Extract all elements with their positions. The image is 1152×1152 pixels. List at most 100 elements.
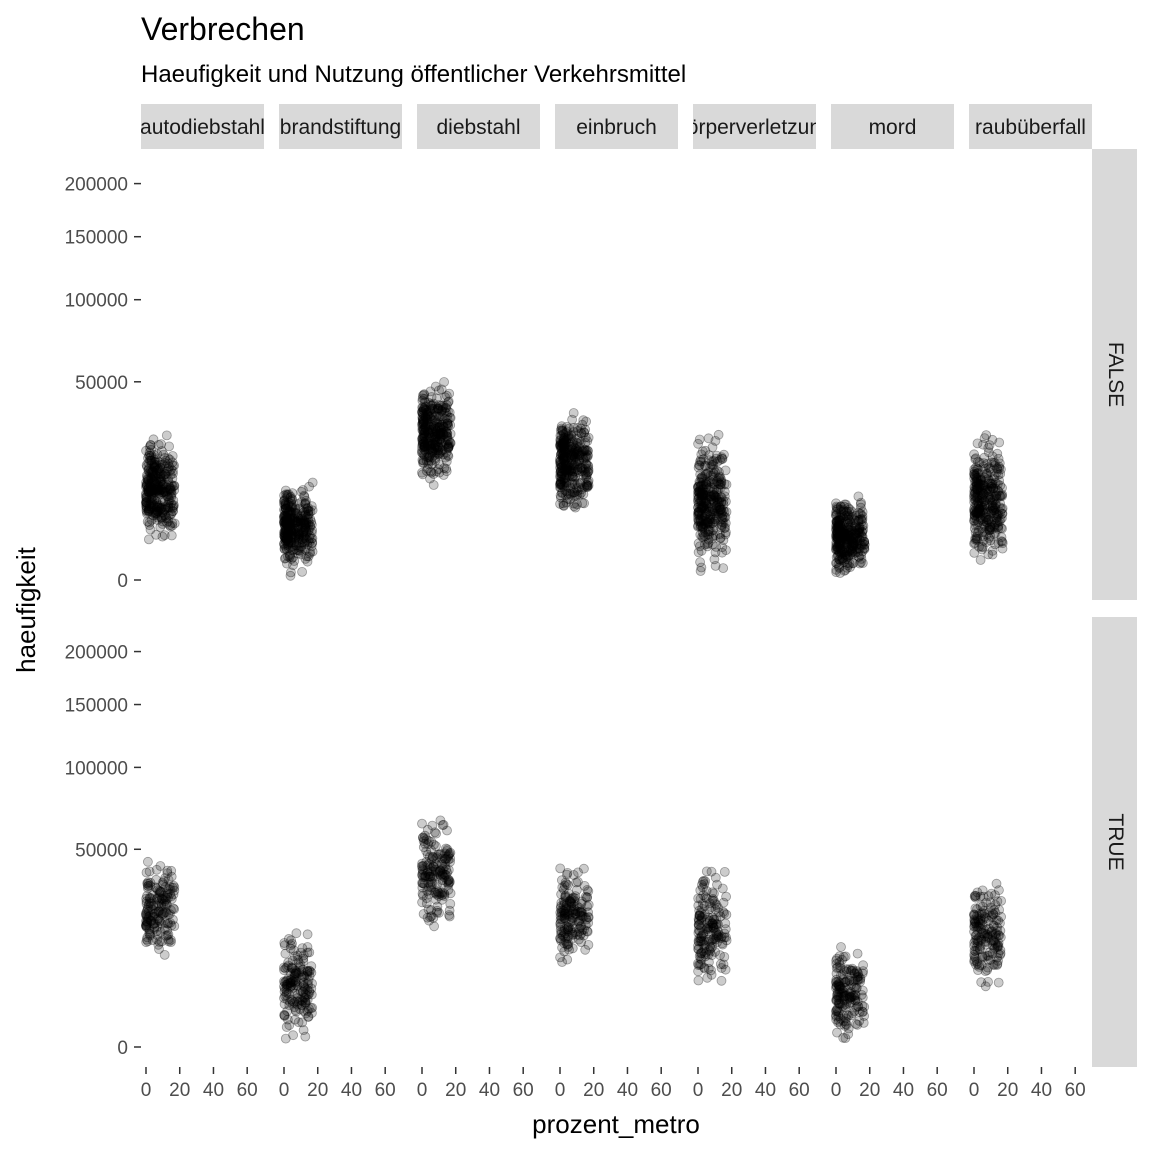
data-point [295,517,306,528]
data-point [715,454,725,465]
data-point [297,513,308,524]
data-point [558,426,568,437]
data-point [142,472,153,482]
data-point [153,485,163,496]
data-point [155,469,166,480]
data-point [279,1011,290,1021]
data-point [146,515,157,525]
data-point [160,501,171,512]
data-point [419,450,430,461]
data-point [563,938,574,949]
data-point [285,542,296,553]
data-point [694,485,705,496]
data-point [151,508,162,518]
chart-title: Verbrechen [141,11,305,47]
data-point [417,414,428,425]
data-point [417,434,428,444]
data-point [977,885,988,896]
data-point [292,528,303,539]
data-point [435,447,446,458]
data-point [432,442,443,453]
data-point [155,522,166,532]
data-point [286,507,297,518]
data-point [439,406,450,417]
data-point [432,437,443,447]
data-point [445,412,456,423]
data-point [141,482,151,492]
data-point [281,513,292,524]
data-point [299,506,310,517]
data-point [710,561,721,571]
x-tick-label: 20 [445,1080,466,1101]
data-point [994,905,1004,915]
data-point [281,517,292,528]
data-point [146,492,157,503]
data-point [282,514,292,525]
data-point [569,487,580,498]
data-point [295,517,306,528]
data-point [426,430,437,441]
data-point [441,466,452,477]
data-point [425,386,436,397]
data-point [429,404,440,415]
data-point [299,518,310,529]
data-point [169,518,180,529]
data-point [435,421,445,432]
data-point [164,520,175,530]
data-point [282,530,293,541]
data-point [147,486,158,497]
data-point [166,485,177,496]
data-point [297,537,308,548]
data-point [293,533,304,544]
data-point [154,502,165,513]
points-diebstahl-false [417,377,456,490]
data-point [432,404,443,415]
data-point [419,403,429,414]
data-point [146,450,157,461]
data-point [426,400,437,411]
data-point [444,388,455,399]
data-point [290,531,301,542]
data-point [157,516,168,527]
data-point [439,889,450,900]
data-point [434,422,445,433]
data-point [431,393,442,404]
data-point [290,508,301,519]
data-point [305,520,315,531]
data-point [844,988,855,999]
data-point [281,558,292,569]
data-point [556,421,567,432]
data-point [284,518,295,529]
data-point [568,450,578,461]
data-point [286,498,297,509]
data-point [424,452,435,463]
data-point [297,522,308,533]
data-point [286,495,297,506]
data-point [156,503,167,514]
data-point [417,439,428,450]
data-point [419,444,430,455]
data-point [433,436,444,447]
data-point [162,491,173,502]
data-point [283,538,293,549]
data-point [286,525,297,535]
y-tick-label: 150000 [65,696,128,717]
data-point [559,435,570,446]
data-point [438,470,449,480]
data-point [576,899,587,909]
data-point [279,499,289,509]
facet-strip-label: autodiebstahl [140,116,265,139]
data-point [580,424,591,435]
data-point [427,403,437,414]
data-point [418,416,428,427]
data-point [561,486,572,497]
data-point [163,480,174,491]
data-point [169,460,180,471]
data-point [840,551,851,562]
data-point [287,541,298,552]
data-point [425,413,436,424]
data-point [698,890,709,900]
data-point [149,495,160,506]
data-point [559,880,570,891]
data-point [289,1002,300,1013]
